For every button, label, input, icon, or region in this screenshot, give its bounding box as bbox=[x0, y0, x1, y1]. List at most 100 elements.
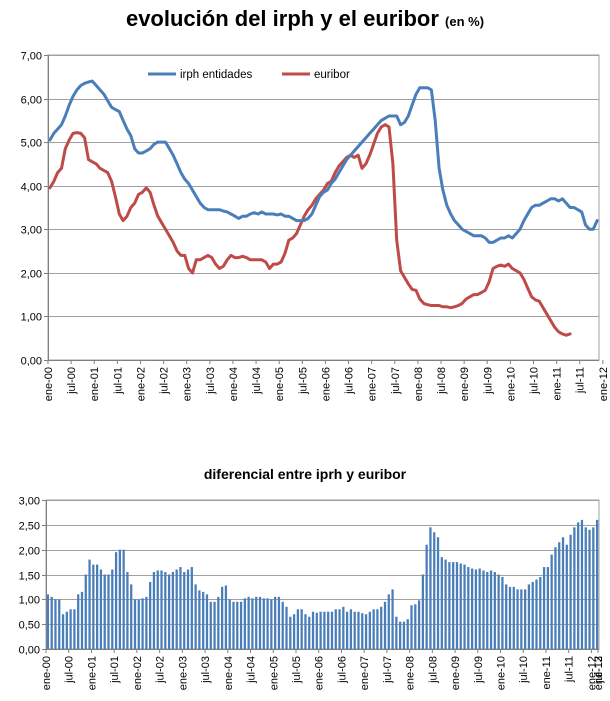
bar bbox=[376, 609, 379, 649]
x-tick-label: jul-02 bbox=[155, 656, 167, 684]
x-tick-label: ene-00 bbox=[41, 656, 53, 690]
bar bbox=[345, 611, 349, 649]
bar bbox=[535, 579, 538, 649]
bar bbox=[580, 519, 584, 649]
legend-label: irph entidades bbox=[180, 69, 252, 81]
x-tick-label: jul-08 bbox=[436, 367, 448, 395]
bar bbox=[323, 611, 326, 649]
bar bbox=[73, 609, 76, 649]
bar bbox=[133, 599, 137, 649]
bar bbox=[96, 564, 99, 649]
bar bbox=[114, 552, 118, 649]
bar bbox=[251, 598, 254, 649]
x-tick-label: jul-02 bbox=[159, 367, 171, 395]
y-tick-label: 2,00 bbox=[21, 269, 42, 281]
bar bbox=[448, 562, 451, 649]
plot-area bbox=[47, 54, 600, 361]
x-tick-label: jul-12 bbox=[593, 656, 605, 684]
bar bbox=[315, 612, 318, 649]
x-tick-label: ene-13 bbox=[593, 656, 605, 690]
x-tick-label: ene-00 bbox=[43, 367, 55, 401]
bar bbox=[539, 576, 542, 649]
bar-chart: 0,00 0,50 1,00 1,50 2,00 2,50 3,00 ene-00 jul-00… bbox=[19, 496, 605, 691]
y-tick-label: 3,00 bbox=[21, 225, 42, 237]
bar bbox=[417, 600, 421, 649]
y-tick-label: 1,00 bbox=[21, 312, 42, 324]
y-tick-label: 1,00 bbox=[19, 595, 40, 607]
bar bbox=[186, 569, 190, 649]
bar bbox=[383, 601, 387, 649]
bar bbox=[380, 606, 383, 649]
bar bbox=[425, 544, 428, 649]
bar bbox=[436, 537, 440, 649]
bar bbox=[353, 611, 356, 649]
x-tick-label: ene-11 bbox=[552, 367, 564, 400]
x-tick-label: jul-03 bbox=[205, 367, 217, 395]
x-tick-label: ene-04 bbox=[228, 367, 240, 401]
bar bbox=[99, 569, 103, 649]
bar bbox=[531, 581, 534, 649]
x-tick-label: jul-03 bbox=[200, 656, 212, 684]
x-tick-label: jul-06 bbox=[344, 367, 356, 395]
series-line-euribor bbox=[48, 123, 572, 337]
bar bbox=[573, 527, 576, 649]
x-tick-label: jul-09 bbox=[473, 656, 485, 684]
bar bbox=[527, 584, 531, 649]
x-tick-label: jul-07 bbox=[382, 656, 394, 684]
bar bbox=[202, 591, 205, 649]
bar bbox=[368, 611, 371, 649]
y-tick-label: 2,00 bbox=[19, 546, 40, 558]
bar bbox=[255, 596, 258, 649]
bar bbox=[243, 598, 246, 649]
line-chart: 0,00 1,00 2,00 3,00 4,00 5,00 6,00 7,00 ene-00 ju… bbox=[21, 51, 610, 402]
bar bbox=[387, 594, 390, 649]
bar bbox=[319, 611, 322, 649]
series-line-irph bbox=[48, 79, 599, 244]
bar bbox=[88, 559, 91, 649]
x-tick-label: ene-04 bbox=[223, 656, 235, 690]
bar bbox=[247, 596, 250, 649]
x-tick-label: ene-08 bbox=[405, 656, 417, 690]
bar bbox=[228, 599, 231, 649]
x-tick-label: jul-01 bbox=[112, 367, 124, 395]
bar bbox=[46, 594, 50, 649]
bar bbox=[486, 572, 489, 649]
x-tick-label: ene-09 bbox=[459, 367, 471, 401]
x-tick-label: jul-09 bbox=[482, 367, 494, 395]
bar bbox=[156, 570, 159, 649]
bar bbox=[194, 584, 197, 649]
bar bbox=[357, 611, 360, 649]
x-tick-label: jul-11 bbox=[564, 656, 576, 683]
bar bbox=[209, 601, 212, 649]
x-tick-label: ene-05 bbox=[268, 656, 280, 690]
bar bbox=[145, 596, 148, 649]
y-tick-label: 1,50 bbox=[19, 571, 40, 583]
x-tick-label: ene-06 bbox=[314, 656, 326, 690]
x-tick-label: ene-05 bbox=[274, 367, 286, 401]
bar bbox=[183, 572, 186, 649]
x-tick-label: ene-06 bbox=[320, 367, 332, 401]
bar bbox=[463, 564, 466, 649]
bar bbox=[467, 567, 470, 649]
x-tick-label: jul-08 bbox=[427, 656, 439, 684]
bar bbox=[137, 599, 140, 649]
bar bbox=[84, 574, 87, 649]
bar bbox=[160, 570, 163, 649]
bar bbox=[213, 601, 216, 649]
x-tick-label: ene-12 bbox=[586, 656, 598, 690]
bar bbox=[152, 572, 156, 649]
x-tick-label: jul-00 bbox=[64, 656, 76, 684]
bar bbox=[179, 567, 182, 649]
bar bbox=[292, 614, 296, 649]
bar bbox=[164, 572, 167, 649]
bar bbox=[501, 576, 504, 649]
chart2-title: diferencial entre iprh y euribor bbox=[203, 466, 407, 482]
y-tick-label: 5,00 bbox=[21, 138, 42, 150]
bar bbox=[342, 606, 345, 649]
bar bbox=[433, 532, 436, 649]
bar bbox=[239, 601, 243, 649]
bar bbox=[217, 596, 220, 649]
x-tick-label: jul-00 bbox=[66, 367, 78, 395]
bar bbox=[550, 554, 553, 649]
bar bbox=[399, 621, 402, 649]
